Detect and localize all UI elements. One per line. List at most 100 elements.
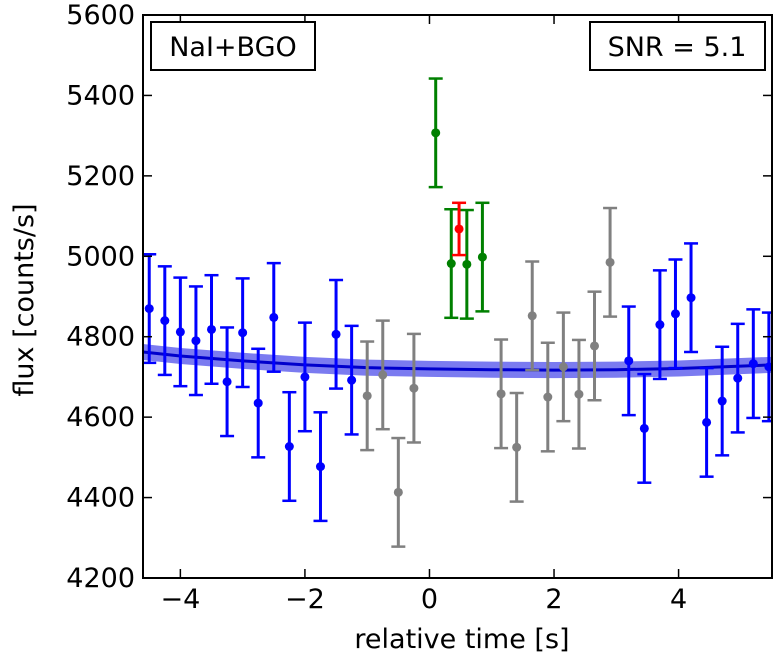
data-point <box>494 338 509 450</box>
data-point <box>173 276 188 388</box>
data-point <box>587 290 602 402</box>
data-marker <box>454 224 464 234</box>
data-point <box>668 258 683 370</box>
data-marker <box>733 373 743 383</box>
data-point <box>761 311 772 423</box>
data-point <box>603 206 618 318</box>
y-tick-label: 4800 <box>66 322 135 353</box>
data-marker <box>431 128 441 138</box>
data-marker <box>393 487 403 497</box>
data-marker <box>207 324 217 334</box>
data-point <box>621 305 636 417</box>
data-point <box>220 326 235 438</box>
data-marker <box>543 392 553 402</box>
data-marker <box>222 377 232 387</box>
x-tick-label: 2 <box>545 584 562 615</box>
data-point <box>556 311 571 423</box>
data-marker <box>527 311 537 321</box>
data-point <box>282 390 297 503</box>
detector-annotation-box: NaI+BGO <box>150 21 316 71</box>
data-point <box>444 207 459 320</box>
data-marker <box>764 362 772 372</box>
data-marker <box>409 383 419 393</box>
data-point <box>459 208 474 320</box>
data-point <box>313 411 328 523</box>
data-marker <box>558 362 568 372</box>
axis-ticks: 4200 4400 4600 4800 5000 5200 5400 5600 −4 −2 0 2 4 <box>66 0 772 615</box>
detector-annotation: NaI+BGO <box>169 32 297 63</box>
data-marker <box>160 316 170 326</box>
data-point <box>452 201 467 257</box>
x-tick-label: 0 <box>421 584 438 615</box>
data-point <box>730 322 745 434</box>
data-marker <box>238 328 248 338</box>
snr-annotation: SNR = 5.1 <box>608 32 747 63</box>
data-point <box>266 261 281 373</box>
data-point <box>235 277 250 389</box>
data-point <box>188 285 203 397</box>
y-tick-label: 4400 <box>66 483 135 514</box>
data-marker <box>686 293 696 303</box>
y-tick-label: 5600 <box>66 0 135 31</box>
data-marker <box>496 389 506 399</box>
data-point <box>699 366 714 478</box>
data-marker <box>717 396 727 406</box>
data-marker <box>175 327 185 337</box>
data-point <box>375 319 390 431</box>
data-marker <box>347 375 357 385</box>
data-point <box>297 321 312 433</box>
data-point <box>509 391 524 503</box>
data-point <box>428 77 443 189</box>
data-point <box>391 436 406 548</box>
data-marker <box>702 417 712 427</box>
data-point <box>525 260 540 372</box>
data-marker <box>378 370 388 380</box>
x-tick-label: 4 <box>670 584 687 615</box>
y-axis-label: flux [counts/s] <box>9 203 40 396</box>
data-marker <box>446 259 456 269</box>
plot-frame <box>142 14 773 579</box>
model-line <box>143 350 772 372</box>
data-marker <box>300 372 310 382</box>
data-points <box>143 77 772 548</box>
y-tick-label: 5400 <box>66 80 135 111</box>
data-marker <box>331 329 341 339</box>
data-point <box>406 332 421 444</box>
y-tick-label: 4200 <box>66 563 135 594</box>
data-marker <box>191 336 201 346</box>
data-marker <box>605 257 615 267</box>
data-marker <box>748 359 758 369</box>
data-marker <box>624 356 634 366</box>
data-marker <box>670 309 680 319</box>
data-point <box>652 269 667 381</box>
data-point <box>475 201 490 313</box>
data-marker <box>462 259 472 269</box>
data-point <box>637 372 652 484</box>
data-point <box>204 273 219 386</box>
x-tick-label: −2 <box>285 584 325 615</box>
data-point <box>143 253 157 365</box>
data-marker <box>512 442 522 452</box>
y-tick-label: 5000 <box>66 241 135 272</box>
data-point <box>344 324 359 436</box>
data-marker <box>574 389 584 399</box>
model-fit <box>143 343 772 379</box>
data-point <box>571 338 586 450</box>
data-point <box>360 340 375 452</box>
data-point <box>251 347 266 459</box>
snr-annotation-box: SNR = 5.1 <box>589 21 766 71</box>
data-marker <box>144 304 154 314</box>
data-marker <box>284 441 294 451</box>
data-marker <box>315 462 325 472</box>
data-point <box>746 308 761 420</box>
x-tick-label: −4 <box>160 584 200 615</box>
data-marker <box>477 252 487 262</box>
data-point <box>157 265 172 377</box>
data-point <box>540 341 555 453</box>
data-point <box>715 345 730 457</box>
data-marker <box>590 341 600 351</box>
data-point <box>684 242 699 354</box>
y-tick-label: 5200 <box>66 161 135 192</box>
y-tick-label: 4600 <box>66 402 135 433</box>
